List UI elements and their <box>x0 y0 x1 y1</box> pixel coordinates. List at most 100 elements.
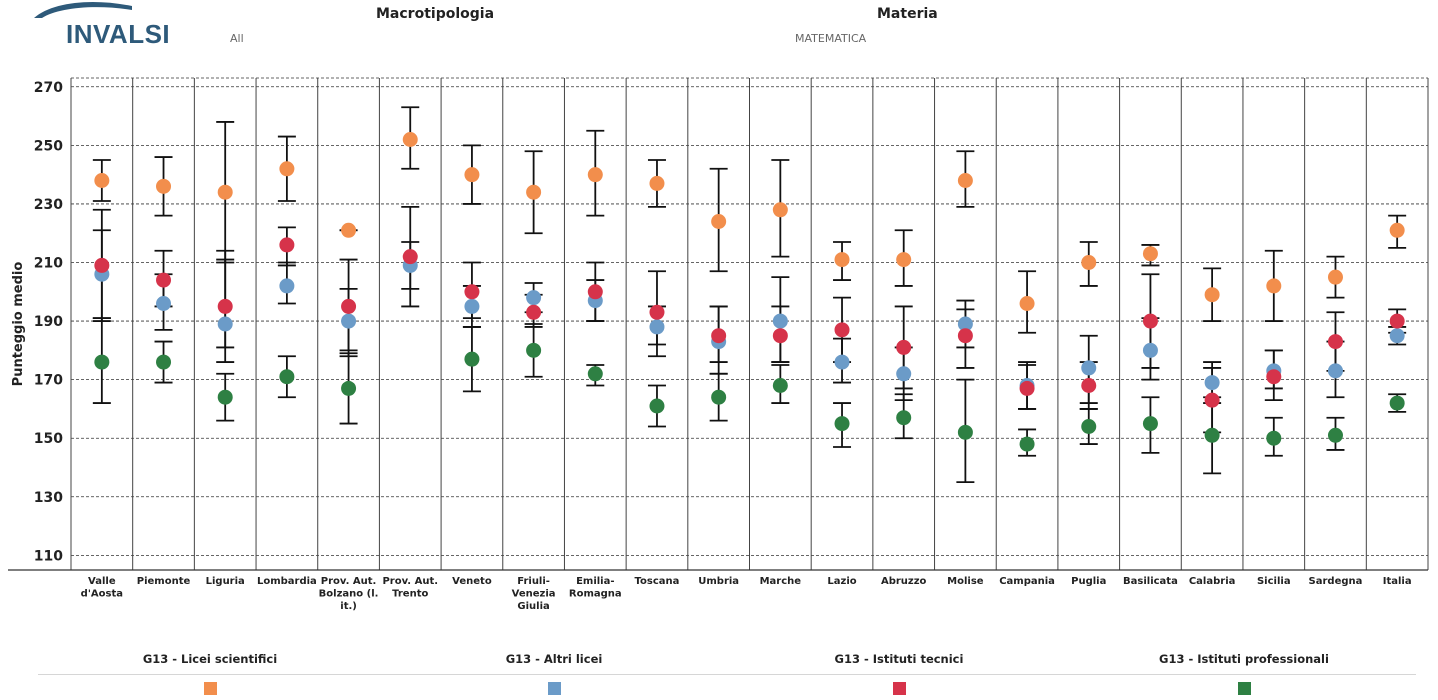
x-tick-label: Liguria <box>206 576 245 587</box>
data-point <box>1081 378 1097 393</box>
data-point <box>402 132 418 147</box>
x-tick-label: Lazio <box>827 576 856 587</box>
data-point <box>279 278 295 294</box>
data-point <box>896 252 912 268</box>
data-point <box>711 389 727 405</box>
legend-swatch <box>892 682 906 695</box>
legend-swatch <box>203 682 217 695</box>
data-point <box>1081 419 1097 434</box>
legend-item-istituti-professionali[interactable]: G13 - Istituti professionali <box>1094 652 1394 695</box>
data-point <box>464 298 480 314</box>
y-tick-label: 270 <box>34 80 63 96</box>
data-point <box>834 252 850 268</box>
x-tick-label: Valle <box>88 576 116 587</box>
y-tick-label: 110 <box>34 548 63 564</box>
legend-swatch <box>1237 682 1251 695</box>
data-point <box>94 354 110 370</box>
data-point <box>711 328 727 344</box>
data-point <box>1081 255 1097 270</box>
y-tick-label: 190 <box>34 314 63 330</box>
data-point <box>1389 395 1405 411</box>
data-point <box>464 351 480 367</box>
legend-label: G13 - Licei scientifici <box>142 652 278 666</box>
x-tick-label: Sardegna <box>1309 576 1363 587</box>
data-point <box>649 319 665 335</box>
legend-divider <box>38 674 1416 675</box>
x-tick-label: Friuli- <box>517 576 550 587</box>
legend-swatch <box>547 682 561 695</box>
data-point <box>1266 369 1282 385</box>
data-point <box>1204 375 1220 391</box>
data-point <box>957 424 973 440</box>
x-tick-label: Umbria <box>698 576 739 587</box>
data-point <box>1266 430 1282 446</box>
data-point <box>896 366 912 382</box>
x-tick-label: Molise <box>947 576 984 587</box>
legend-item-altri-licei[interactable]: G13 - Altri licei <box>404 652 704 695</box>
data-point <box>217 184 233 200</box>
data-point <box>526 342 542 358</box>
data-point <box>772 328 788 344</box>
data-point <box>156 178 172 194</box>
data-point <box>156 272 172 288</box>
data-point <box>587 366 603 382</box>
data-point <box>1081 360 1097 376</box>
x-tick-label: Trento <box>392 589 428 600</box>
data-point <box>156 296 172 311</box>
data-point <box>896 339 912 355</box>
data-point <box>156 354 172 370</box>
data-point <box>834 416 850 432</box>
data-point <box>1142 246 1158 262</box>
data-point <box>279 237 295 253</box>
filter-macrotipologia[interactable]: Macrotipologia All <box>230 6 495 45</box>
data-point <box>649 398 665 414</box>
data-point <box>217 316 233 332</box>
legend-item-istituti-tecnici[interactable]: G13 - Istituti tecnici <box>749 652 1049 695</box>
data-point <box>587 284 603 300</box>
x-tick-label: Romagna <box>569 589 622 600</box>
data-point <box>772 378 788 393</box>
legend: G13 - Licei scientifici G13 - Altri lice… <box>38 652 1416 700</box>
y-tick-label: 150 <box>34 431 63 447</box>
data-point <box>649 304 665 320</box>
filter-value[interactable]: MATEMATICA <box>795 32 867 45</box>
data-point <box>526 184 542 200</box>
filter-value[interactable]: All <box>230 32 244 45</box>
data-point <box>1019 436 1035 452</box>
data-point <box>1327 269 1343 285</box>
data-point <box>1389 222 1405 238</box>
x-tick-label: Basilicata <box>1123 576 1178 587</box>
x-tick-label: Toscana <box>635 576 680 587</box>
filter-materia[interactable]: Materia MATEMATICA <box>795 6 938 45</box>
x-tick-label: Puglia <box>1071 576 1106 587</box>
data-point <box>957 316 973 332</box>
data-point <box>1019 296 1035 311</box>
x-tick-label: Sicilia <box>1257 576 1291 587</box>
legend-label: G13 - Altri licei <box>505 652 603 666</box>
legend-item-licei-scientifici[interactable]: G13 - Licei scientifici <box>60 652 360 695</box>
x-tick-label: Venezia <box>512 589 556 600</box>
data-point <box>1204 392 1220 408</box>
x-tick-label: it.) <box>340 601 357 612</box>
data-point <box>464 284 480 300</box>
x-tick-label: Campania <box>999 576 1055 587</box>
data-point <box>402 249 418 265</box>
data-point <box>279 161 295 177</box>
x-tick-label: Veneto <box>452 576 492 587</box>
data-point <box>772 313 788 329</box>
data-point <box>341 380 357 396</box>
data-point <box>1204 427 1220 443</box>
invalsi-logo: INVALSI <box>32 0 172 49</box>
x-tick-label: Prov. Aut. <box>382 576 438 587</box>
data-point <box>1142 416 1158 432</box>
filter-title: Macrotipologia <box>376 6 495 22</box>
x-tick-label: Bolzano (l. <box>319 589 379 600</box>
x-tick-label: Lombardia <box>257 576 317 587</box>
x-tick-label: Prov. Aut. <box>321 576 377 587</box>
data-point <box>772 202 788 218</box>
data-point <box>1389 313 1405 329</box>
logo-text: INVALSI <box>66 19 171 49</box>
y-tick-label: 230 <box>34 197 63 213</box>
data-point <box>526 290 542 306</box>
data-point <box>217 298 233 314</box>
